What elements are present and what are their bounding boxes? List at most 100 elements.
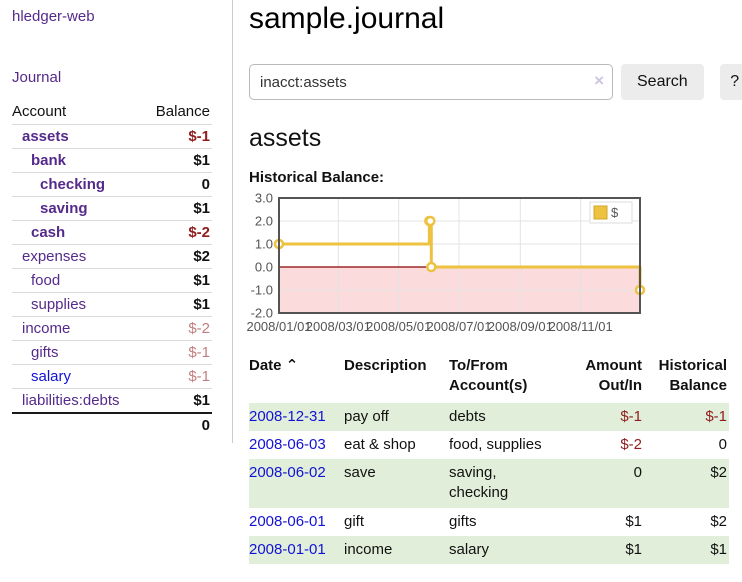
transaction-description: eat & shop — [344, 435, 416, 453]
transaction-date: 2008-12-31 — [249, 403, 344, 431]
transaction-amount: $-1 — [620, 407, 642, 425]
sidebar: hledger-web Journal Account Balance asse… — [0, 0, 233, 443]
transaction-date: 2008-06-02 — [249, 459, 344, 508]
plot-border — [278, 197, 641, 314]
account-link[interactable]: bank — [31, 152, 67, 169]
account-balance: $-1 — [188, 368, 210, 385]
chart-title: Historical Balance: — [249, 169, 385, 186]
account-link[interactable]: salary — [31, 368, 72, 385]
account-balance: 0 — [201, 176, 210, 193]
account-cell: liabilities:debts — [12, 389, 143, 414]
account-balance: $1 — [193, 152, 210, 169]
transaction-row: 2008-01-01 income salary $1 $1 — [249, 535, 729, 564]
sort-asc-icon: ⌃ — [285, 357, 299, 374]
transaction-row: 2008-06-02 save saving, checking 0 $2 — [249, 459, 729, 508]
account-cell: food — [12, 269, 143, 293]
app-window: hledger-web Journal Account Balance asse… — [0, 0, 742, 564]
account-link[interactable]: checking — [40, 176, 106, 193]
account-cell: supplies — [12, 293, 143, 317]
account-link[interactable]: food — [31, 272, 61, 289]
legend-label: $ — [611, 205, 619, 220]
transaction-amount: $1 — [625, 512, 642, 530]
transaction-accounts: debts — [449, 407, 486, 425]
account-cell: expenses — [12, 245, 143, 269]
y-tick-label: 2.0 — [255, 214, 273, 229]
account-balance: $-1 — [188, 344, 210, 361]
transaction-description: gift — [344, 512, 365, 530]
account-row: checking 0 — [12, 172, 212, 197]
chart-canvas: 3.0 2.0 1.0 0.0 -1.0 -2.02008/01/012008/03/01… — [246, 191, 646, 334]
transaction-description: save — [344, 464, 376, 481]
account-row: cash $-2 — [12, 220, 212, 245]
transaction-date-link[interactable]: 2008-01-01 — [249, 540, 326, 558]
transaction-accounts: salary — [449, 540, 490, 558]
register-header-description: Description — [344, 357, 427, 374]
main-content: sample.journal × Search ? assets Histori… — [233, 0, 742, 564]
x-tick-label: 2008/05/01 — [366, 319, 431, 334]
page-title: sample.journal — [249, 2, 445, 35]
account-balance: $1 — [193, 200, 210, 217]
x-tick-label: 2008/03/01 — [306, 319, 371, 334]
transaction-balance: 0 — [718, 435, 727, 453]
x-tick-label: 2008/09/01 — [488, 319, 553, 334]
accounts-total-row: 0 — [12, 412, 212, 437]
y-tick-label: 0.0 — [255, 260, 273, 275]
help-button[interactable]: ? — [719, 64, 742, 100]
search-input[interactable] — [249, 64, 613, 100]
legend-swatch — [593, 205, 608, 220]
transaction-row: 2008-06-03 eat & shop food, supplies $-2 0 — [249, 431, 729, 459]
transaction-accounts: gifts — [449, 512, 477, 530]
register-table: Date ⌃ Description To/From Account(s) Am… — [249, 354, 729, 564]
account-link[interactable]: saving — [40, 200, 88, 217]
account-balance: $-2 — [188, 224, 210, 241]
account-cell: income — [12, 317, 143, 341]
account-cell: checking — [12, 173, 143, 197]
transaction-amount: $1 — [625, 540, 642, 558]
register-header-amount: Amount Out/In — [585, 357, 642, 395]
account-balance: $2 — [193, 248, 210, 265]
account-row: assets $-1 — [12, 124, 212, 149]
accounts-header-account: Account — [12, 103, 67, 120]
x-tick-label: 2008/07/01 — [426, 319, 491, 334]
search-button[interactable]: Search — [621, 64, 704, 100]
transaction-date-link[interactable]: 2008-06-02 — [249, 464, 326, 481]
sidebar-item-journal[interactable]: Journal — [12, 69, 62, 86]
account-row: income $-2 — [12, 316, 212, 341]
transaction-balance: $2 — [710, 512, 727, 530]
clear-search-icon[interactable]: × — [594, 71, 604, 90]
historical-balance-chart: 3.0 2.0 1.0 0.0 -1.0 -2.0 2008/01/01 2008/03/01… — [246, 191, 742, 340]
brand-link[interactable]: hledger-web — [12, 8, 95, 25]
y-tick-label: -1.0 — [251, 283, 273, 298]
account-link[interactable]: liabilities:debts — [22, 392, 120, 409]
transaction-date-link[interactable]: 2008-06-01 — [249, 512, 326, 530]
account-link[interactable]: cash — [31, 224, 66, 241]
account-row: expenses $2 — [12, 244, 212, 269]
transaction-balance: $1 — [710, 540, 727, 558]
transaction-date-link[interactable]: 2008-06-03 — [249, 435, 326, 453]
account-link[interactable]: expenses — [22, 248, 87, 265]
register-header-accounts: To/From Account(s) — [449, 357, 528, 395]
x-tick-label: 2008/11/01 — [549, 319, 613, 334]
account-link[interactable]: gifts — [31, 344, 59, 361]
account-cell: salary — [12, 365, 143, 389]
accounts-total-spacer — [12, 412, 144, 437]
transaction-accounts: food, supplies — [449, 435, 542, 453]
account-link[interactable]: supplies — [31, 296, 87, 313]
account-link[interactable]: assets — [22, 128, 69, 145]
register-header-date[interactable]: Date ⌃ — [249, 357, 299, 374]
transaction-date: 2008-06-03 — [249, 431, 344, 459]
account-balance: $-1 — [188, 128, 210, 145]
transaction-description: income — [344, 540, 393, 558]
y-tick-label: 3.0 — [255, 191, 273, 206]
transaction-date-link[interactable]: 2008-12-31 — [249, 407, 326, 425]
account-balance: $1 — [193, 296, 210, 313]
search-field-wrap: × — [249, 64, 613, 100]
account-balance: $-2 — [188, 320, 210, 337]
register-header-balance: Historical Balance — [658, 357, 727, 395]
x-tick-label: 2008/01/01 — [246, 319, 311, 334]
y-tick-label: -2.0 — [251, 306, 273, 321]
transaction-row: 2008-06-01 gift gifts $1 $2 — [249, 508, 729, 536]
search-row: × Search ? — [249, 64, 742, 100]
account-link[interactable]: income — [22, 320, 71, 337]
transaction-amount: 0 — [633, 464, 642, 481]
